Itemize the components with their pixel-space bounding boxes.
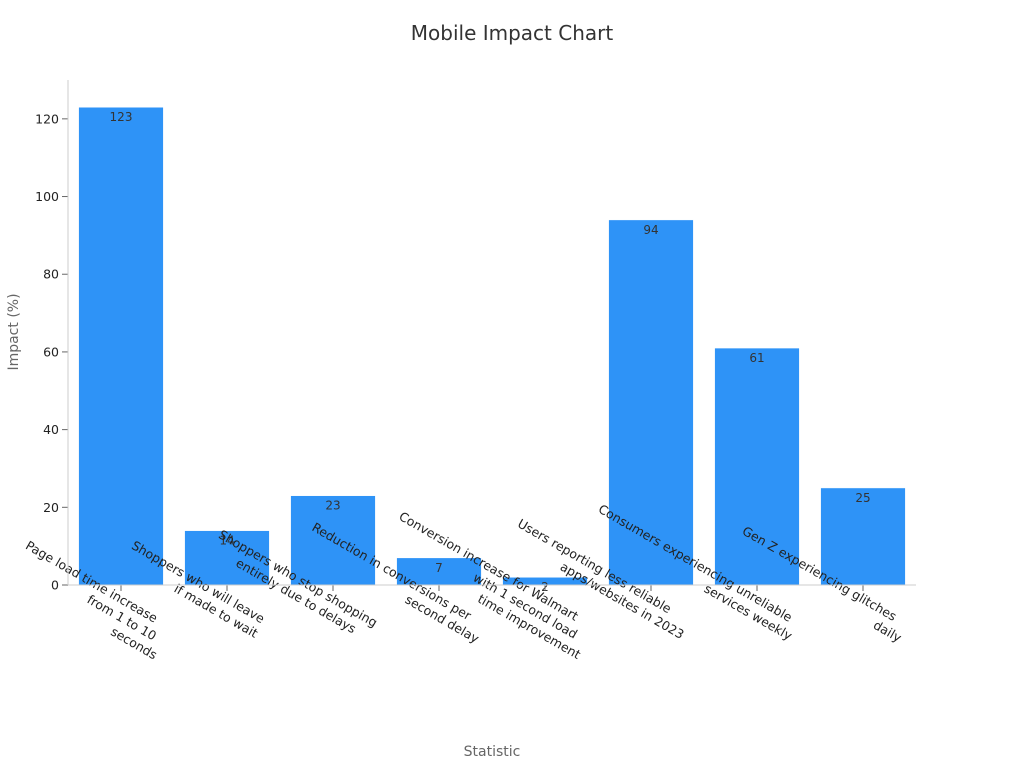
bars	[78, 106, 906, 586]
y-tick-label: 80	[43, 267, 59, 282]
data-label: 94	[643, 223, 658, 237]
y-tick-label: 120	[35, 111, 59, 126]
bar	[290, 495, 376, 586]
chart-title: Mobile Impact Chart	[411, 21, 614, 45]
y-tick-label: 100	[35, 189, 59, 204]
y-tick-label: 20	[43, 500, 59, 515]
data-label: 7	[435, 561, 443, 575]
y-tick-label: 40	[43, 422, 59, 437]
data-label: 14	[219, 534, 234, 548]
bar	[78, 106, 164, 586]
bar	[608, 219, 694, 586]
data-label: 23	[325, 499, 340, 513]
y-tick-label: 60	[43, 344, 59, 359]
x-axis-title: Statistic	[464, 744, 521, 760]
y-axis-title: Impact (%)	[6, 293, 22, 370]
bar	[820, 487, 906, 586]
bar	[714, 347, 800, 586]
y-tick-label: 0	[51, 578, 59, 593]
bar	[396, 557, 482, 586]
data-label: 25	[855, 491, 870, 505]
data-label: 123	[110, 110, 133, 124]
data-label: 61	[749, 351, 764, 365]
y-axis: 0 20 40 60 80 100 120	[35, 111, 68, 593]
